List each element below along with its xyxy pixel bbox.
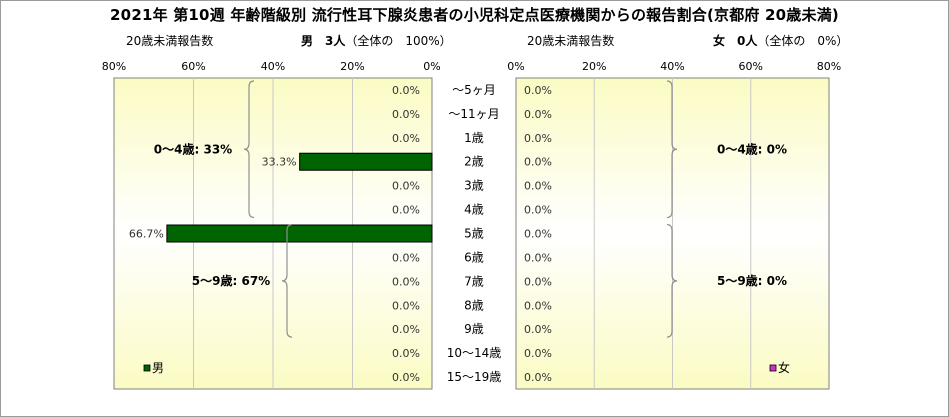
female-subtitle-count-label: 20歳未満報告数 — [527, 34, 615, 48]
male-value-label: 0.0% — [392, 371, 420, 384]
female-legend-swatch — [769, 364, 777, 372]
female-group-label: 0～4歳: 0% — [717, 141, 787, 156]
female-value-label: 0.0% — [524, 84, 552, 97]
female-value-label: 0.0% — [524, 180, 552, 193]
female-value-label: 0.0% — [524, 108, 552, 121]
male-total-label: 男 3人（全体の 100%） — [301, 32, 452, 49]
age-category-label: 3歳 — [464, 179, 484, 193]
female-value-label: 0.0% — [524, 371, 552, 384]
male-x-tick-label: 20% — [340, 60, 364, 73]
female-value-label: 0.0% — [524, 251, 552, 264]
age-category-label: ～11ヶ月 — [448, 107, 499, 121]
female-x-tick-label: 80% — [817, 60, 841, 73]
male-value-label: 0.0% — [392, 323, 420, 336]
age-category-label: 4歳 — [464, 203, 484, 217]
female-legend-label: 女 — [778, 360, 790, 375]
female-x-tick-label: 40% — [660, 60, 684, 73]
male-value-label: 0.0% — [392, 204, 420, 217]
female-value-label: 0.0% — [524, 132, 552, 145]
female-x-tick-label: 60% — [739, 60, 763, 73]
male-value-label: 0.0% — [392, 132, 420, 145]
age-category-label: 9歳 — [464, 322, 484, 336]
age-category-label: 8歳 — [464, 298, 484, 312]
age-category-label: 10～14歳 — [447, 346, 502, 360]
male-value-label: 66.7% — [129, 228, 164, 241]
age-category-label: 5歳 — [464, 227, 484, 241]
male-group-label: 0～4歳: 33% — [154, 141, 232, 156]
female-value-label: 0.0% — [524, 323, 552, 336]
age-category-label: 2歳 — [464, 155, 484, 169]
female-x-tick-label: 20% — [582, 60, 606, 73]
age-category-label: 15～19歳 — [447, 370, 502, 384]
female-value-label: 0.0% — [524, 299, 552, 312]
male-subtitle-count-label: 20歳未満報告数 — [126, 34, 214, 48]
female-group-label: 5～9歳: 0% — [717, 273, 787, 288]
male-x-tick-label: 80% — [102, 60, 126, 73]
female-total-label: 女 0人（全体の 0%） — [713, 32, 848, 49]
female-x-tick-label: 0% — [507, 60, 524, 73]
age-category-label: 1歳 — [464, 131, 484, 145]
male-bar — [166, 224, 433, 243]
chart-title: 2021年 第10週 年齢階級別 流行性耳下腺炎患者の小児科定点医療機関からの報… — [110, 6, 839, 24]
male-x-tick-label: 60% — [181, 60, 205, 73]
male-value-label: 0.0% — [392, 275, 420, 288]
age-category-label: 7歳 — [464, 274, 484, 288]
female-value-label: 0.0% — [524, 275, 552, 288]
female-share: （全体の 0%） — [757, 34, 849, 48]
female-group-brace — [666, 80, 678, 219]
age-category-label: ～5ヶ月 — [452, 83, 496, 97]
male-legend-label: 男 — [152, 361, 164, 375]
male-value-label: 0.0% — [392, 347, 420, 360]
male-count: 男 3人 — [301, 34, 346, 48]
female-value-label: 0.0% — [524, 347, 552, 360]
male-value-label: 0.0% — [392, 84, 420, 97]
female-group-brace — [666, 223, 678, 338]
male-value-label: 0.0% — [392, 299, 420, 312]
male-group-brace — [281, 223, 293, 338]
female-value-label: 0.0% — [524, 228, 552, 241]
male-legend-swatch — [143, 364, 151, 372]
female-value-label: 0.0% — [524, 204, 552, 217]
female-value-label: 0.0% — [524, 156, 552, 169]
male-value-label: 0.0% — [392, 180, 420, 193]
male-value-label: 33.3% — [262, 156, 297, 169]
age-category-label: 6歳 — [464, 250, 484, 264]
male-group-label: 5～9歳: 67% — [192, 273, 270, 288]
male-value-label: 0.0% — [392, 251, 420, 264]
male-share: （全体の 100%） — [345, 34, 452, 48]
male-group-brace — [243, 80, 255, 219]
male-value-label: 0.0% — [392, 108, 420, 121]
male-x-tick-label: 40% — [261, 60, 285, 73]
male-x-tick-label: 0% — [423, 60, 440, 73]
male-bar — [299, 152, 433, 171]
female-count: 女 0人 — [713, 34, 758, 48]
